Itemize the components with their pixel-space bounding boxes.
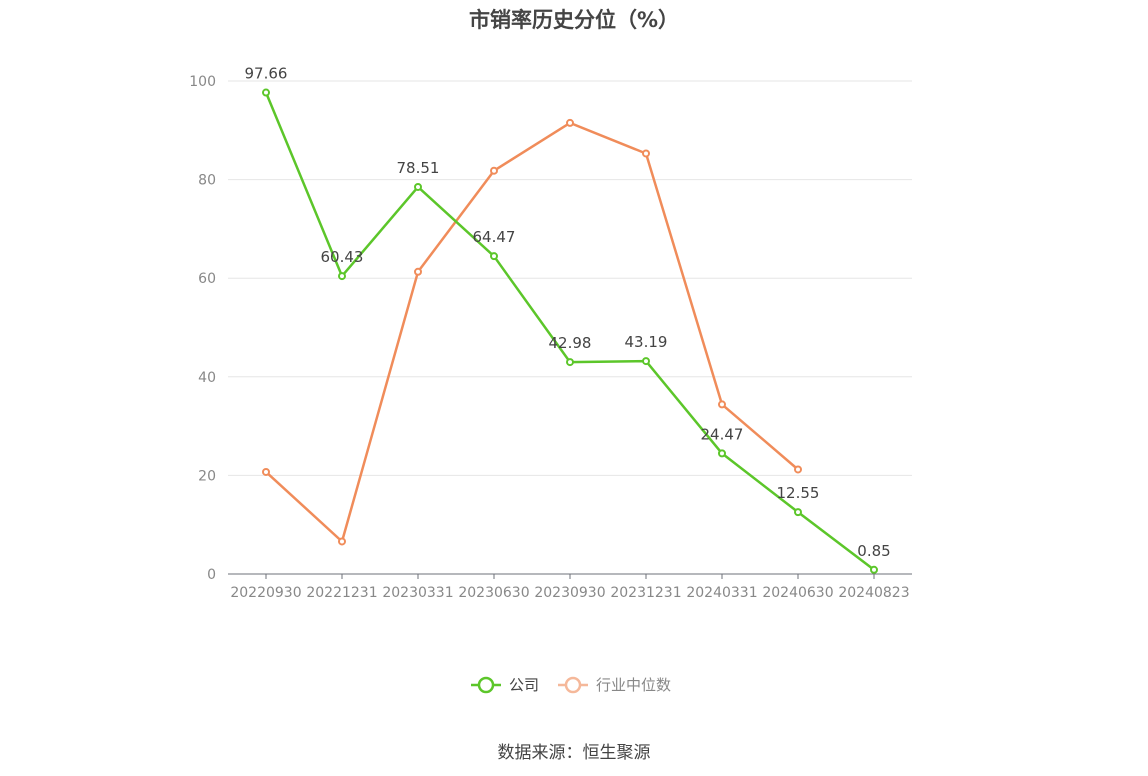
y-tick-label: 80	[198, 173, 216, 189]
data-point[interactable]	[490, 166, 498, 175]
data-point[interactable]	[338, 537, 346, 546]
data-label: 0.85	[857, 542, 890, 560]
grid-lines	[228, 80, 912, 476]
x-tick-label: 20240823	[838, 585, 909, 601]
data-point[interactable]	[262, 467, 270, 476]
data-label: 43.19	[625, 333, 668, 351]
legend-marker	[564, 676, 582, 694]
y-tick-label: 60	[198, 271, 216, 287]
x-tick-label: 20220930	[230, 585, 301, 601]
data-point[interactable]	[566, 118, 574, 127]
data-label: 12.55	[777, 484, 820, 502]
data-label: 78.51	[397, 159, 440, 177]
data-point[interactable]	[642, 149, 650, 158]
x-tick-label: 20230331	[382, 585, 453, 601]
data-label: 42.98	[549, 334, 592, 352]
source-note: 数据来源：恒生聚源	[497, 743, 651, 763]
y-tick-label: 100	[189, 74, 216, 90]
data-point[interactable]	[414, 267, 422, 276]
x-tick-label: 20230630	[458, 585, 529, 601]
data-label: 24.47	[701, 425, 744, 443]
data-labels: 97.66 60.43 78.51 64.47 42.98 43.19 24.47 12.55…	[245, 65, 891, 560]
x-tick-label: 20240630	[762, 585, 833, 601]
axes: 0 20 40 60 80 100 20220930 20221231 20230331 2023…	[189, 74, 912, 601]
legend-label: 行业中位数	[596, 676, 671, 694]
data-label: 64.47	[473, 228, 516, 246]
chart-title: 市销率历史分位（%）	[468, 8, 680, 32]
data-point[interactable]	[490, 252, 498, 261]
y-tick-label: 40	[198, 370, 216, 386]
data-point[interactable]	[794, 465, 802, 474]
x-tick-label: 20240331	[686, 585, 757, 601]
data-point[interactable]	[718, 449, 726, 458]
data-point[interactable]	[414, 182, 422, 191]
data-point[interactable]	[794, 508, 802, 517]
data-point[interactable]	[718, 400, 726, 409]
legend-marker	[477, 676, 495, 694]
y-tick-label: 20	[198, 468, 216, 484]
data-point[interactable]	[566, 358, 574, 367]
data-point[interactable]	[262, 88, 270, 97]
data-label: 60.43	[321, 248, 364, 266]
data-point[interactable]	[338, 272, 346, 281]
x-tick-label: 20230930	[534, 585, 605, 601]
data-point[interactable]	[870, 565, 878, 574]
legend-item-1[interactable]: 行业中位数	[558, 676, 671, 694]
data-point[interactable]	[642, 357, 650, 366]
y-tick-label: 0	[207, 567, 216, 583]
legend[interactable]: 公司 行业中位数	[471, 676, 671, 694]
x-tick-label: 20221231	[306, 585, 377, 601]
series-line-1	[265, 121, 799, 543]
x-tick-label: 20231231	[610, 585, 681, 601]
series-lines	[262, 88, 878, 574]
legend-item-0[interactable]: 公司	[471, 676, 539, 694]
legend-label: 公司	[509, 676, 539, 694]
data-label: 97.66	[245, 65, 288, 83]
